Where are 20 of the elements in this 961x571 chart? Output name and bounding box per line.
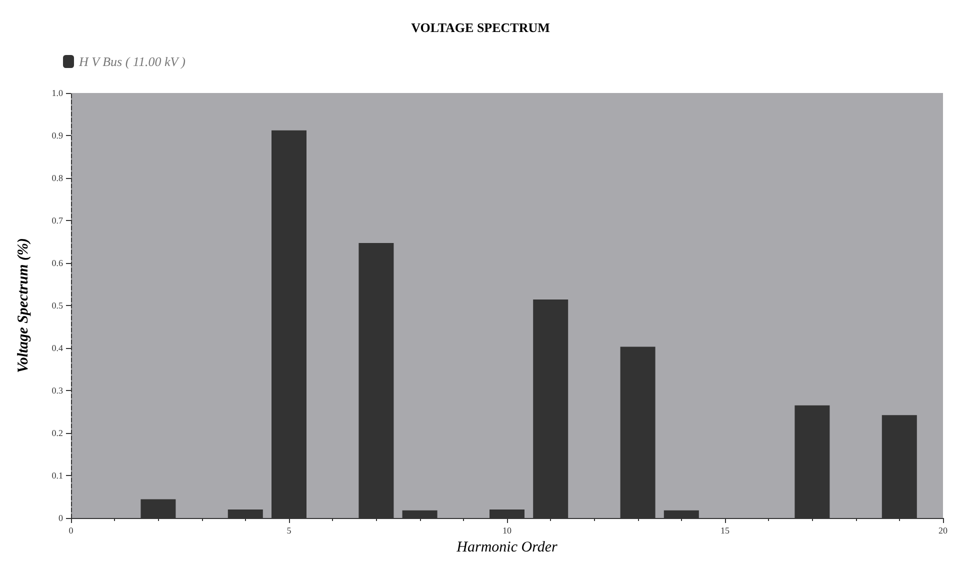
legend-label: H V Bus ( 11.00 kV ) <box>78 54 186 69</box>
x-tick-label: 0 <box>68 526 74 536</box>
y-tick-label: 0.7 <box>52 216 64 226</box>
chart-title: VOLTAGE SPECTRUM <box>411 20 550 35</box>
y-tick-label: 1.0 <box>52 88 64 98</box>
y-tick-label: 0.8 <box>52 173 64 183</box>
y-tick-label: 0.5 <box>52 300 64 310</box>
y-axis-title: Voltage Spectrum (%) <box>16 238 32 373</box>
x-tick-label: 10 <box>502 526 512 536</box>
x-tick-label: 20 <box>938 526 948 536</box>
x-axis-title: Harmonic Order <box>456 540 558 556</box>
x-tick-label: 5 <box>286 526 292 536</box>
y-tick-label: 0 <box>58 513 64 523</box>
y-tick-label: 0.1 <box>52 470 63 480</box>
y-tick-label: 0.3 <box>52 386 64 396</box>
y-tick-label: 0.4 <box>52 343 64 353</box>
y-tick-label: 0.9 <box>52 130 64 140</box>
y-tick-label: 0.2 <box>52 428 63 438</box>
y-tick-label: 0.6 <box>52 258 64 268</box>
x-tick-label: 15 <box>720 526 730 536</box>
